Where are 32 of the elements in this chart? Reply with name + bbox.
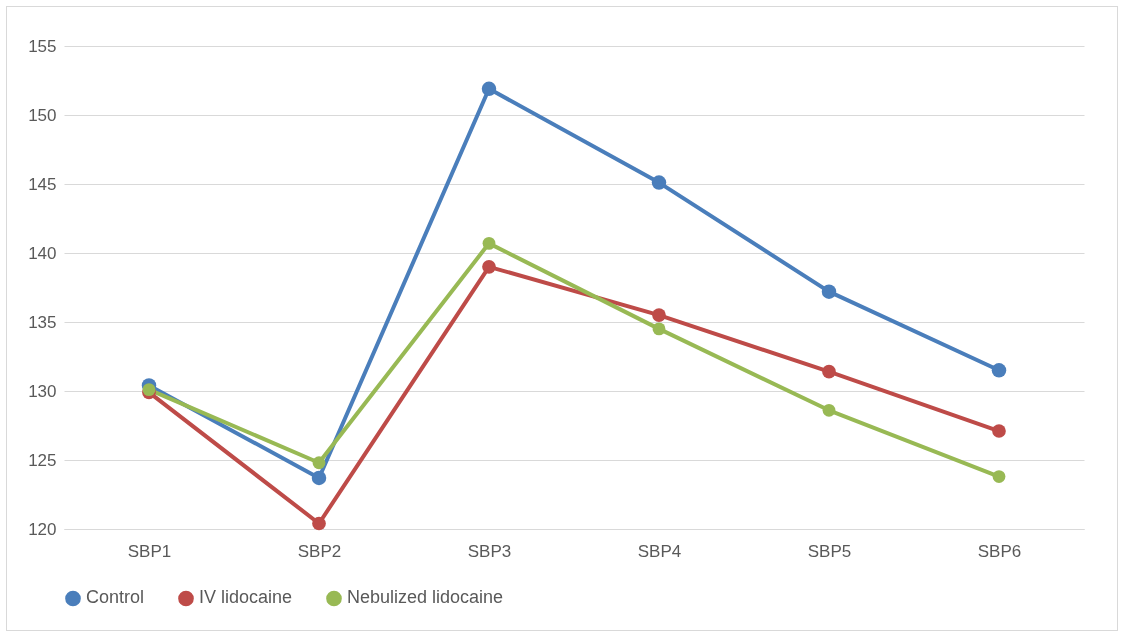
- x-tick-label: SBP4: [637, 541, 682, 561]
- y-tick-label: 135: [28, 312, 57, 332]
- y-tick-label: 150: [28, 105, 57, 125]
- point: [311, 470, 327, 486]
- point: [991, 363, 1007, 378]
- point: [482, 236, 496, 250]
- y-tick-label: 145: [28, 174, 57, 194]
- point: [822, 403, 836, 417]
- point: [312, 516, 326, 531]
- point: [312, 456, 326, 470]
- y-tick-label: 130: [28, 381, 57, 401]
- point: [652, 308, 666, 322]
- point: [481, 81, 497, 97]
- x-tick-label: SBP5: [807, 541, 852, 561]
- point: [821, 284, 837, 299]
- legend-label: Control: [86, 587, 145, 608]
- x-tick-label: SBP2: [297, 541, 342, 561]
- legend-label: Nebulized lidocaine: [347, 587, 504, 608]
- point: [992, 424, 1006, 438]
- y-tick-label: 140: [28, 243, 57, 263]
- point: [822, 364, 836, 379]
- legend-label: IV lidocaine: [199, 587, 293, 608]
- x-tick-label: SBP3: [467, 541, 512, 561]
- point: [652, 322, 666, 336]
- y-tick-label: 155: [28, 36, 57, 56]
- point: [651, 175, 667, 190]
- point: [992, 470, 1006, 483]
- y-tick-label: 125: [28, 450, 57, 470]
- x-tick-label: SBP1: [127, 541, 172, 561]
- point: [482, 259, 496, 274]
- y-tick-label: 120: [28, 519, 57, 539]
- x-tick-label: SBP6: [977, 541, 1022, 561]
